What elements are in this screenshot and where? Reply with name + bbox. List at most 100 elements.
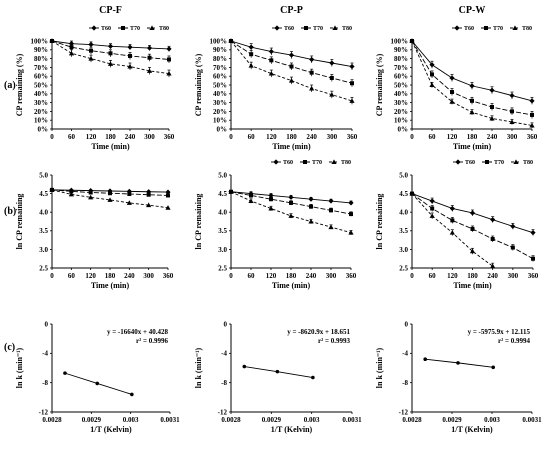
data-point: [530, 230, 536, 236]
data-point: [409, 38, 415, 43]
y-tick-label: 20%: [213, 108, 227, 116]
data-point: [348, 200, 354, 206]
data-point: [127, 63, 133, 69]
legend-label: T60: [465, 160, 475, 166]
data-point: [350, 81, 354, 86]
data-point: [49, 38, 55, 43]
x-tick-label: 60: [248, 272, 256, 280]
y-tick-label: -4: [221, 350, 227, 358]
x-tick-label: 0.0031: [342, 416, 362, 424]
x-tick-label: 0.0029: [442, 416, 462, 424]
x-tick-label: 0.0028: [221, 416, 241, 424]
y-axis-title: ln CP remaining: [375, 194, 384, 250]
x-tick-label: 0.0028: [42, 416, 62, 424]
x-tick-label: 0.003: [123, 416, 139, 424]
regression-equation: y = -8620.9x + 18.651: [287, 328, 350, 336]
x-axis-title: Time (min): [453, 142, 492, 151]
x-tick-label: 60: [68, 272, 76, 280]
y-tick-label: 100%: [210, 37, 228, 45]
data-point: [249, 193, 253, 198]
data-point: [288, 78, 295, 83]
x-tick-label: 360: [163, 272, 174, 280]
data-point: [490, 236, 495, 241]
r-squared: r² = 0.9993: [318, 337, 350, 345]
data-point: [167, 57, 171, 62]
data-point: [429, 82, 435, 87]
x-tick-label: 0.0028: [402, 416, 422, 424]
data-point: [108, 191, 112, 196]
row-label-c: (c): [4, 342, 15, 353]
data-point: [269, 58, 274, 63]
chart-panel-b-F: 2.5 3.0 3.5 4.0 4.5 5.0 0 60 120 180 240 300 360 Time…: [15, 171, 174, 290]
x-axis-title: Time (min): [453, 281, 492, 290]
x-tick-label: 120: [266, 272, 277, 280]
x-axis-title: Time (min): [91, 142, 130, 151]
data-point: [69, 45, 74, 50]
x-tick-label: 60: [248, 133, 256, 141]
data-point: [469, 248, 476, 254]
series-line: [230, 40, 353, 102]
legend-label: T60: [464, 26, 474, 32]
data-point: [510, 223, 516, 229]
x-axis-title: Time (min): [91, 281, 130, 290]
data-point: [89, 48, 93, 53]
data-point: [128, 53, 132, 58]
data-point: [429, 198, 435, 204]
data-point: [430, 72, 434, 77]
data-point: [107, 197, 113, 202]
y-tick-label: 30%: [213, 99, 227, 107]
legend-label: T70: [313, 26, 323, 32]
data-point: [430, 206, 435, 211]
data-point: [329, 75, 334, 80]
data-point: [423, 357, 428, 362]
x-axis-title: 1/T (Kelvin): [271, 425, 313, 434]
chart-panel-a-P: CP-P 0%10%20%30%40%50%60%70%80%90%100% 0 60…: [194, 5, 358, 151]
data-point: [349, 98, 355, 103]
y-tick-label: 10%: [34, 117, 48, 125]
y-tick-label: 2.5: [39, 264, 48, 272]
y-tick-label: 0: [45, 320, 49, 328]
x-tick-label: 60: [68, 133, 76, 141]
y-axis-title: CP remaining (%): [15, 53, 24, 116]
x-tick-label: 300: [327, 133, 338, 141]
regression-equation: y = -16640x + 40.428: [107, 328, 169, 336]
legend-label: T80: [159, 26, 169, 32]
data-point: [490, 217, 496, 223]
x-tick-label: 240: [125, 133, 136, 141]
y-axis-title: ln k (min⁻¹): [15, 347, 24, 388]
data-point: [288, 194, 294, 200]
y-tick-label: 5.0: [39, 171, 48, 179]
chart-title: CP-F: [99, 5, 122, 16]
data-point: [127, 191, 132, 196]
legend-marker: [331, 159, 337, 164]
data-point: [456, 361, 460, 365]
y-tick-label: 3.0: [39, 246, 48, 254]
y-tick-label: 50%: [213, 81, 227, 89]
y-tick-label: 10%: [213, 117, 227, 125]
data-point: [146, 45, 153, 51]
data-point: [69, 189, 74, 194]
y-tick-label: 3.0: [399, 246, 408, 254]
x-tick-label: 300: [507, 133, 518, 141]
data-point: [529, 122, 535, 128]
chart-panel-c-P: -12 -8 -4 0 0.0028 0.0029 0.003 0.0031 1/T (Kelv…: [194, 320, 362, 434]
legend-marker: [485, 160, 489, 164]
data-point: [349, 63, 355, 70]
x-tick-label: 0: [410, 133, 414, 141]
data-point: [531, 256, 535, 261]
data-point: [289, 64, 294, 69]
y-tick-label: 90%: [34, 46, 48, 54]
y-tick-label: 3.0: [218, 246, 227, 254]
data-point: [509, 92, 515, 99]
x-tick-label: 0.0029: [82, 416, 102, 424]
x-tick-label: 300: [144, 133, 155, 141]
data-point: [429, 213, 435, 218]
data-point: [309, 85, 315, 91]
data-point: [146, 68, 153, 73]
data-point: [107, 61, 114, 66]
data-point: [510, 109, 514, 114]
legend-marker: [484, 26, 488, 30]
y-tick-label: 50%: [394, 81, 408, 89]
x-tick-label: 300: [143, 272, 154, 280]
y-tick-label: 4.5: [39, 190, 48, 198]
